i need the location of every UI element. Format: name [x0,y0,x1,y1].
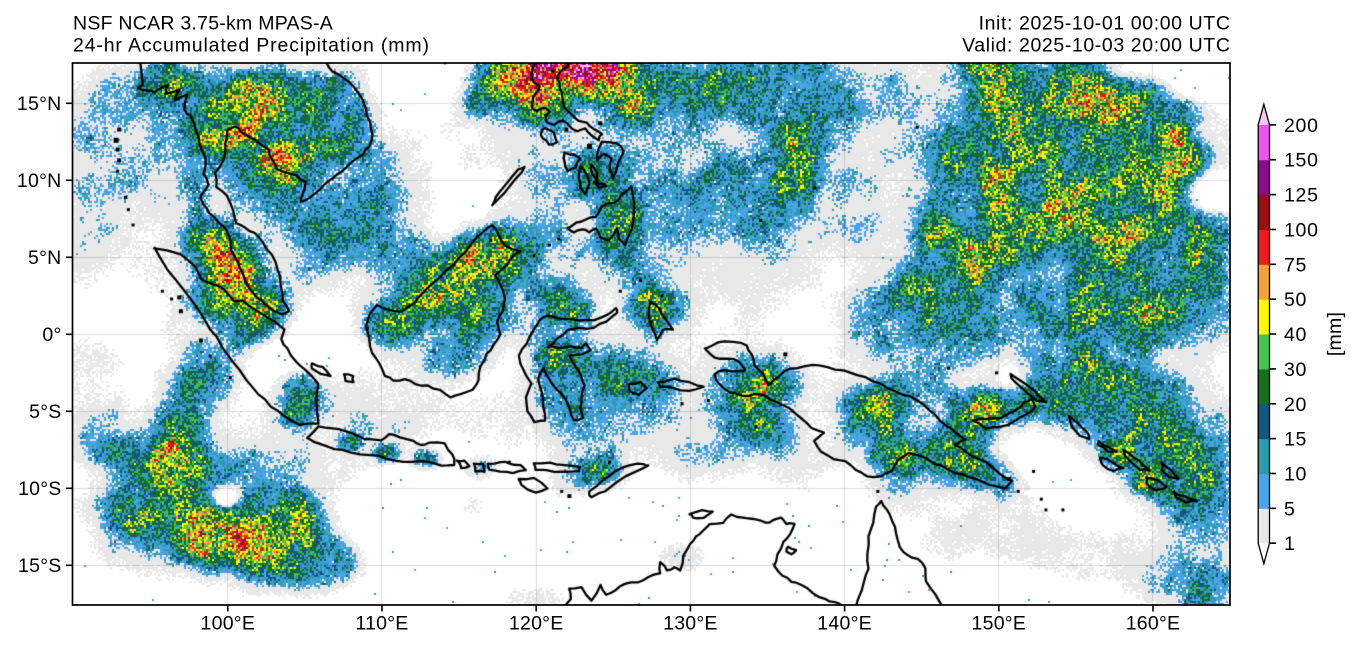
svg-text:120°E: 120°E [509,613,564,635]
svg-text:75: 75 [1284,254,1307,276]
svg-text:15°N: 15°N [17,93,62,115]
svg-text:5: 5 [1284,498,1296,520]
svg-text:10°S: 10°S [18,478,62,500]
svg-text:100°E: 100°E [201,613,256,635]
svg-text:NSF NCAR 3.75-km MPAS-A: NSF NCAR 3.75-km MPAS-A [73,13,333,35]
svg-text:40: 40 [1284,324,1307,346]
svg-text:160°E: 160°E [1126,613,1181,635]
svg-text:150: 150 [1284,150,1319,172]
svg-text:24-hr Accumulated Precipitatio: 24-hr Accumulated Precipitation (mm) [73,35,430,57]
svg-text:150°E: 150°E [972,613,1027,635]
svg-text:1: 1 [1284,533,1296,555]
svg-text:10: 10 [1284,463,1307,485]
svg-text:5°S: 5°S [29,401,61,423]
svg-text:15: 15 [1284,429,1307,451]
svg-text:10°N: 10°N [17,170,62,192]
svg-text:110°E: 110°E [355,613,408,635]
svg-text:[mm]: [mm] [1324,312,1346,356]
svg-text:15°S: 15°S [18,555,62,577]
svg-text:Init: 2025-10-01 00:00 UTC: Init: 2025-10-01 00:00 UTC [979,13,1231,35]
svg-text:130°E: 130°E [663,613,718,635]
svg-text:125: 125 [1284,185,1319,207]
svg-text:100: 100 [1284,219,1319,241]
svg-text:200: 200 [1284,115,1319,137]
svg-text:5°N: 5°N [28,247,61,269]
svg-text:Valid: 2025-10-03 20:00 UTC: Valid: 2025-10-03 20:00 UTC [962,35,1230,57]
svg-text:30: 30 [1284,359,1307,381]
svg-text:0°: 0° [42,324,61,346]
svg-text:50: 50 [1284,289,1307,311]
svg-text:20: 20 [1284,394,1307,416]
svg-text:140°E: 140°E [817,613,872,635]
